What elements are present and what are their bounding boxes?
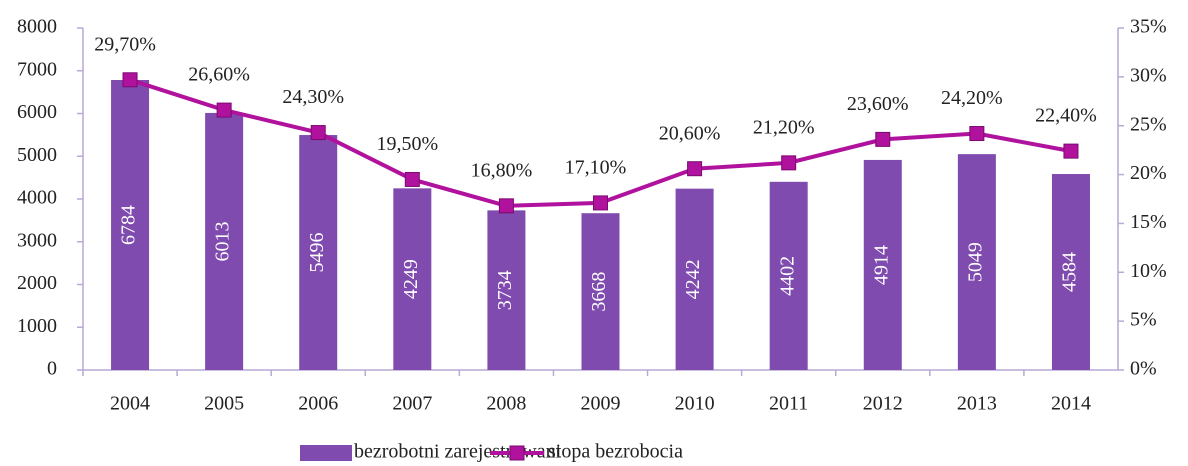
y-tick-label: 5000 (17, 144, 57, 166)
y2-tick-label: 30% (1130, 64, 1167, 86)
y-tick-label: 8000 (17, 16, 57, 38)
bar (863, 159, 902, 370)
line-value-label: 20,60% (659, 122, 721, 144)
y-tick-label: 7000 (17, 58, 57, 80)
y-tick-label: 1000 (17, 315, 57, 337)
line-marker (122, 72, 138, 88)
line-marker (404, 171, 420, 187)
y-tick-label: 2000 (17, 272, 57, 294)
x-tick-label: 2014 (1051, 393, 1091, 415)
x-tick-label: 2005 (204, 393, 244, 415)
y2-tick-label: 0% (1130, 358, 1157, 380)
line-marker (875, 131, 891, 147)
x-tick-label: 2009 (581, 393, 621, 415)
line-marker (310, 125, 326, 141)
bar (111, 79, 150, 370)
line-marker (969, 126, 985, 142)
legend-label: stopa bezrobocia (548, 441, 683, 463)
x-tick-label: 2010 (675, 393, 715, 415)
bar (675, 188, 714, 370)
legend-swatch (300, 445, 352, 461)
bar-value-label: 5049 (964, 242, 986, 282)
line-marker (593, 195, 608, 211)
bar-value-label: 4584 (1059, 252, 1081, 292)
x-tick-label: 2004 (110, 393, 150, 415)
y2-tick-label: 15% (1130, 211, 1167, 233)
bar-value-label: 4242 (682, 259, 704, 299)
line-marker (1063, 143, 1079, 159)
line-marker (781, 155, 797, 171)
y2-tick-label: 35% (1130, 16, 1167, 38)
line-marker (498, 198, 514, 214)
bar (487, 210, 526, 370)
line-value-label: 21,20% (753, 116, 815, 138)
bar (769, 181, 808, 370)
bar (393, 188, 432, 370)
line-value-label: 22,40% (1035, 105, 1097, 127)
bar-value-label: 4402 (776, 256, 798, 296)
x-tick-label: 2008 (486, 393, 526, 415)
bar-value-label: 4914 (870, 245, 892, 285)
y2-tick-label: 25% (1130, 113, 1167, 135)
x-tick-label: 2007 (392, 393, 432, 415)
y2-tick-label: 5% (1130, 309, 1157, 331)
x-tick-label: 2013 (957, 393, 997, 415)
line-value-label: 19,50% (376, 133, 438, 155)
line-value-label: 29,70% (94, 33, 156, 55)
line-value-label: 24,20% (941, 87, 1003, 109)
line-value-label: 24,30% (282, 86, 344, 108)
y-tick-label: 6000 (17, 101, 57, 123)
bar-value-label: 5496 (306, 233, 328, 273)
y-tick-label: 3000 (17, 229, 57, 251)
bar-value-label: 4249 (400, 259, 422, 299)
y2-tick-label: 20% (1130, 162, 1167, 184)
bar-value-label: 6013 (212, 221, 234, 261)
line-value-label: 23,60% (847, 93, 909, 115)
line-value-label: 26,60% (188, 64, 250, 86)
x-tick-label: 2006 (298, 393, 338, 415)
bar-value-label: 6784 (118, 205, 140, 245)
line-value-label: 17,10% (565, 157, 627, 179)
x-tick-label: 2011 (769, 393, 808, 415)
y2-tick-label: 10% (1130, 260, 1167, 282)
y-tick-label: 4000 (17, 187, 57, 209)
bar (1051, 174, 1090, 370)
bar-value-label: 3734 (494, 270, 516, 310)
bar (205, 112, 244, 371)
line-marker (687, 161, 703, 177)
line-value-label: 16,80% (471, 159, 533, 181)
bar (581, 213, 620, 370)
line (129, 77, 1072, 208)
legend-marker (509, 445, 525, 461)
line-marker (216, 102, 232, 118)
bar-value-label: 3668 (588, 272, 610, 312)
bar (299, 135, 338, 370)
x-tick-label: 2012 (863, 393, 903, 415)
y-tick-label: 0 (47, 358, 57, 380)
bar (957, 154, 996, 370)
